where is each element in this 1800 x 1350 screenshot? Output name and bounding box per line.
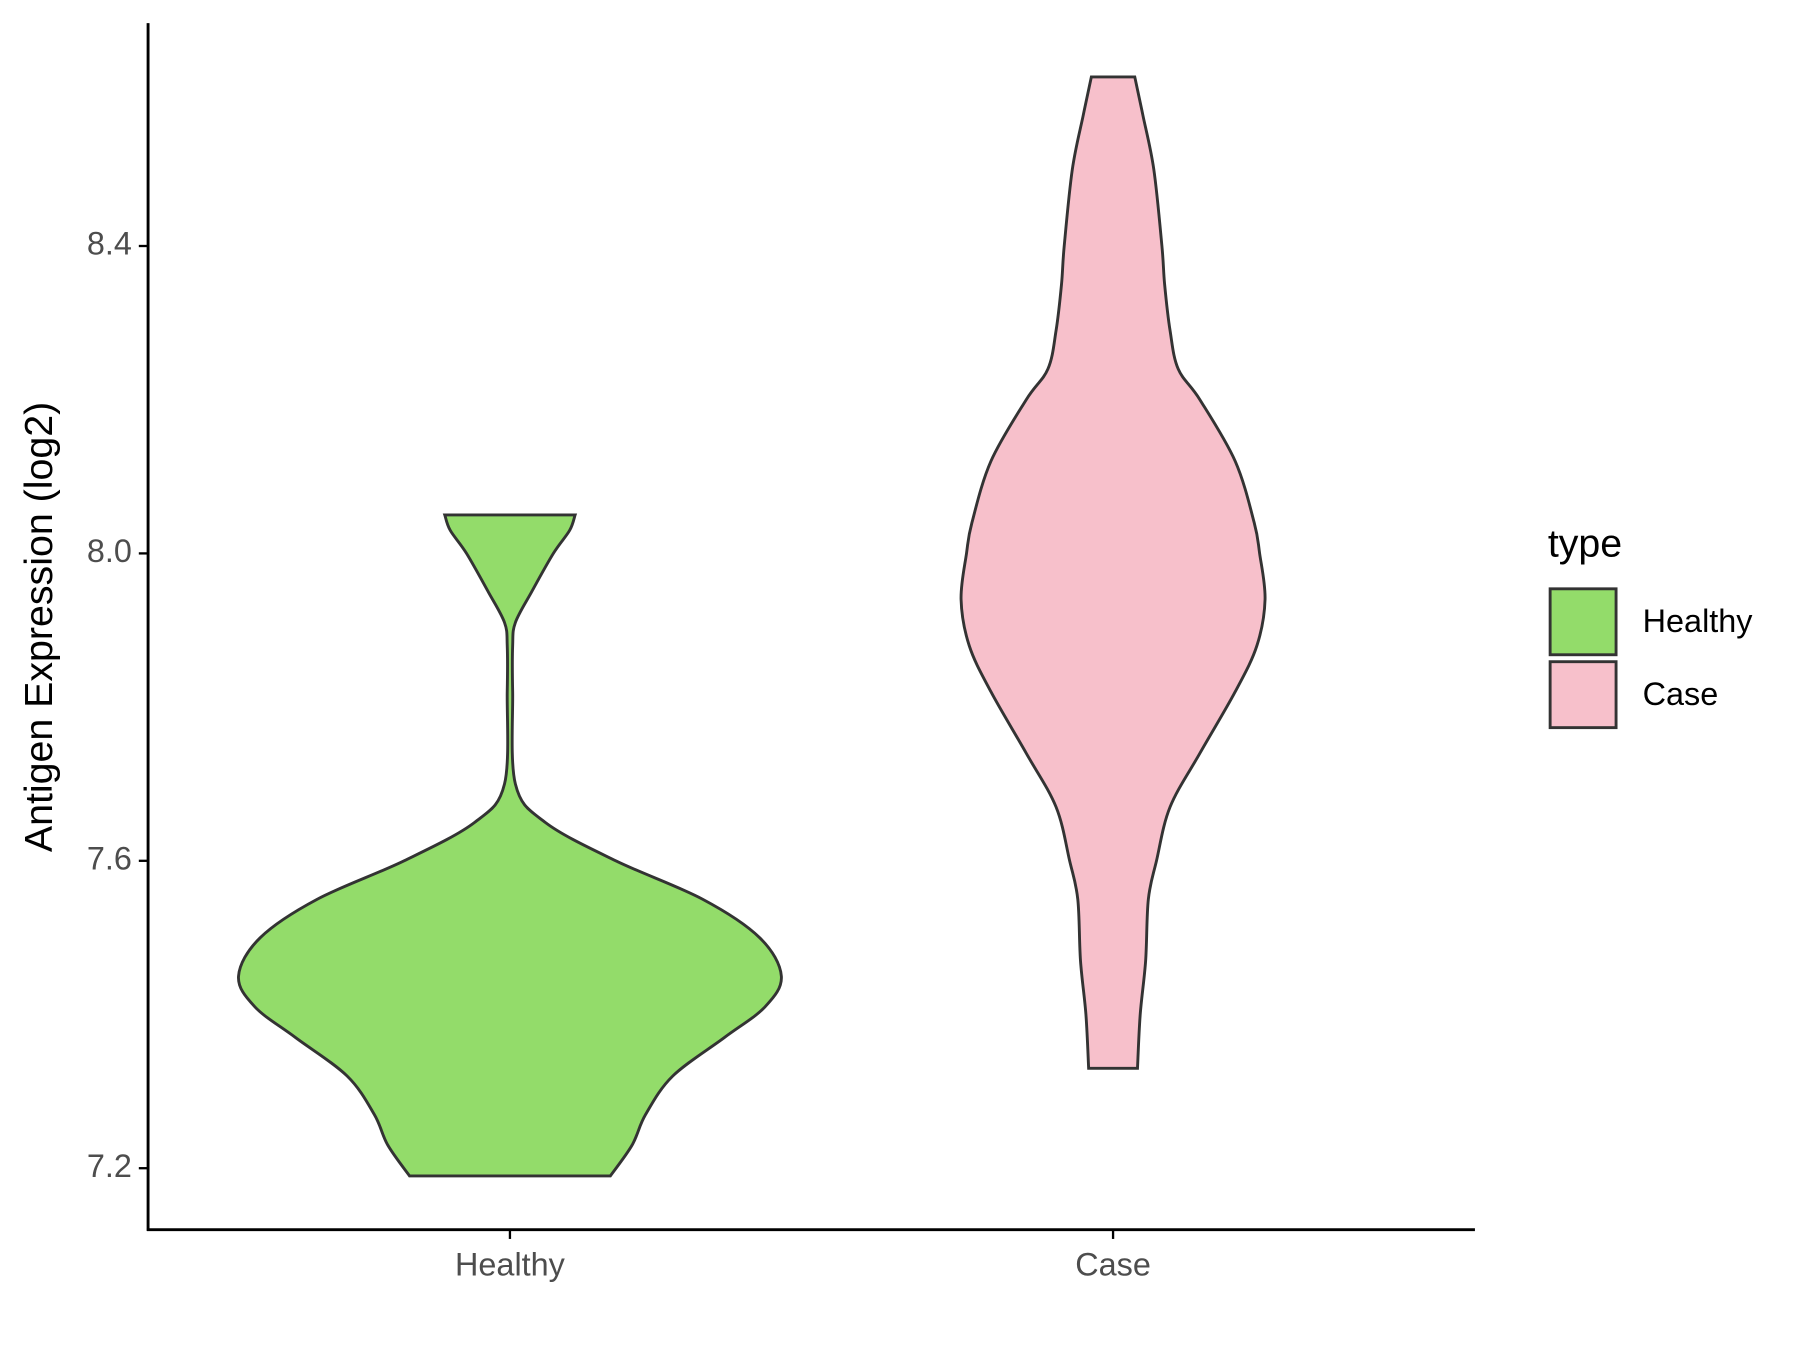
y-tick-label: 7.2 [87,1148,132,1184]
y-axis-label: Antigen Expression (log2) [17,402,61,852]
y-tick-label: 7.6 [87,840,132,876]
legend-key [1548,587,1618,657]
legend-label: Healthy [1643,603,1754,639]
y-tick-label: 8.0 [87,533,132,569]
y-tick-label: 8.4 [87,226,132,262]
legend-title: type [1548,521,1622,565]
violin [959,75,1267,1070]
legend-label: Case [1643,676,1719,712]
x-tick-label: Healthy [455,1246,566,1282]
violin [237,513,783,1178]
x-tick-label: Case [1075,1246,1151,1282]
legend-key [1548,660,1618,730]
